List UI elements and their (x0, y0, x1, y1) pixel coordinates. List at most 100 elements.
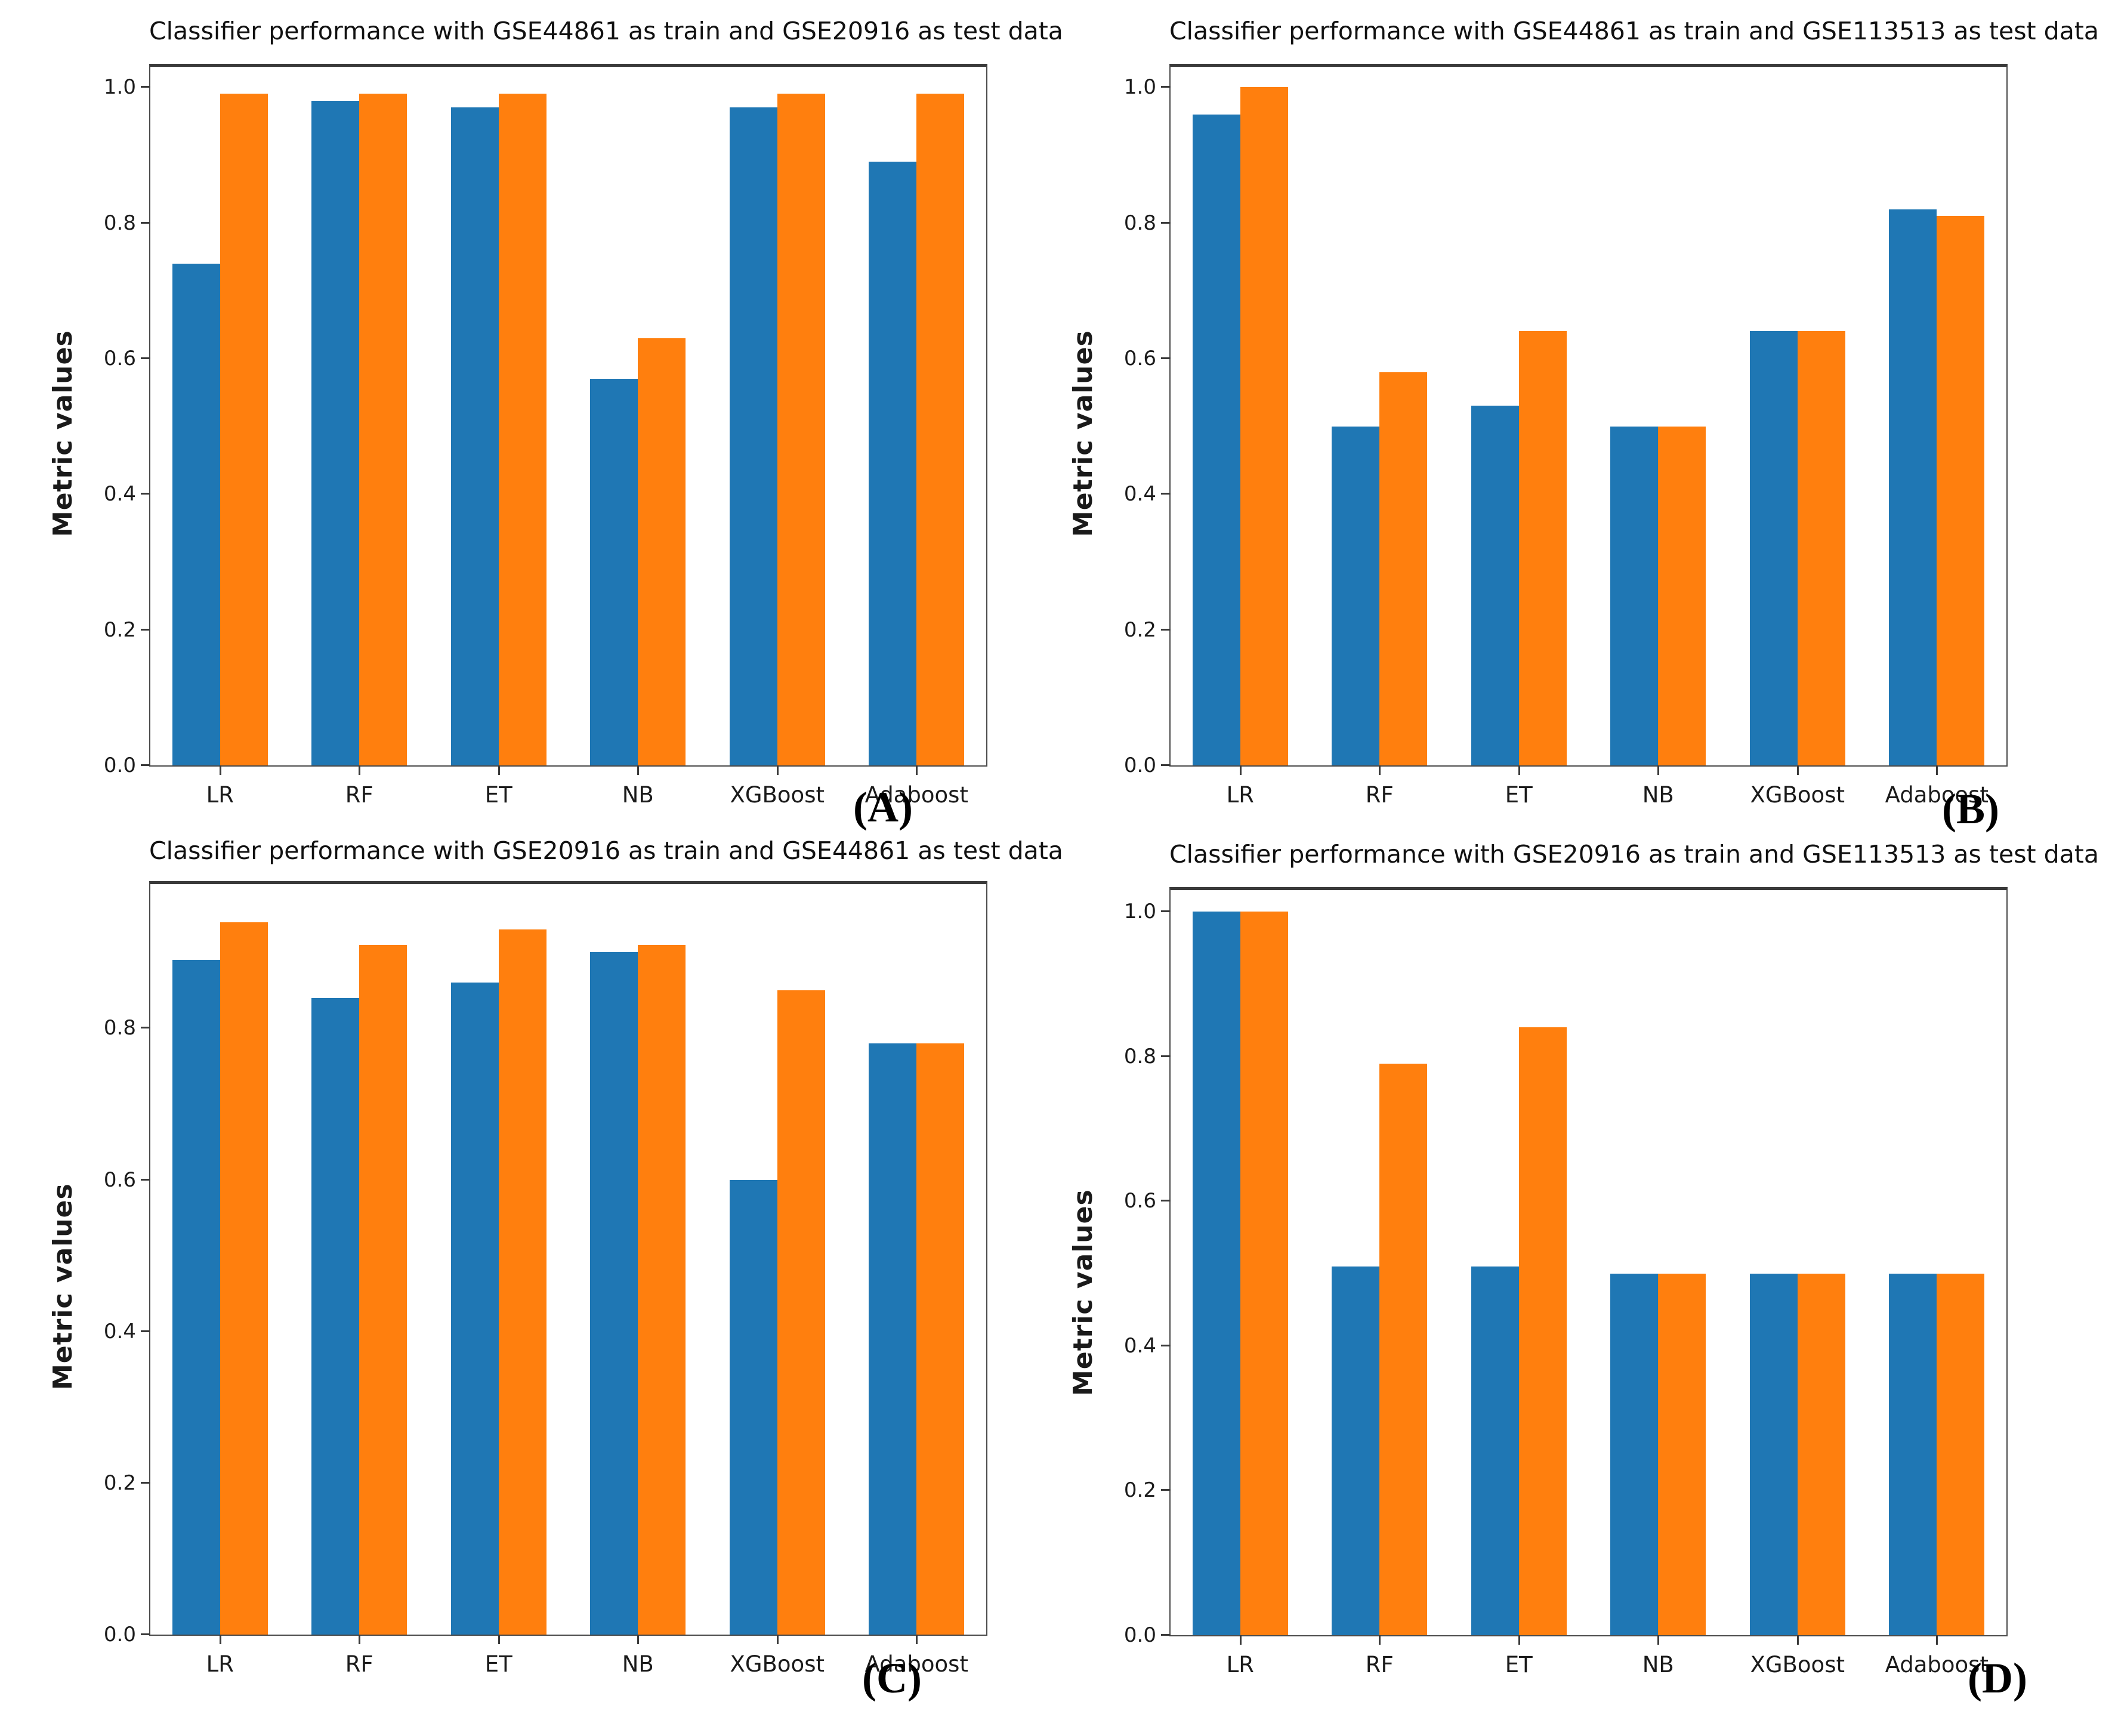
chart-c-x-tick-mark-RF (359, 1635, 361, 1644)
chart-d-y-tick-label-0.2: 0.2 (1123, 1478, 1156, 1503)
chart-b-bar-blue-NB (1610, 426, 1659, 765)
chart-b-x-tick-mark-RF (1379, 765, 1381, 775)
chart-d-x-tick-mark-NB (1657, 1635, 1660, 1645)
chart-b-bar-orange-LR (1240, 87, 1288, 765)
chart-d-y-axis-label: Metric values (1068, 1189, 1098, 1396)
chart-d-bar-blue-ET (1471, 1266, 1519, 1635)
chart-b-y-tick-label-0.4: 0.4 (1123, 482, 1156, 506)
chart-a-y-tick-mark-0.0 (141, 764, 150, 766)
chart-a-x-tick-mark-ET (498, 765, 500, 775)
chart-d-y-tick-mark-1.0 (1161, 910, 1171, 913)
chart-a-x-tick-label-LR: LR (206, 782, 234, 808)
chart-b-y-tick-mark-0.6 (1161, 357, 1171, 359)
chart-a-plot-area: 0.0 0.2 0.4 0.6 0.8 1.0 LR RF ET NB XGBoost Adaboos… (104, 64, 987, 808)
chart-d-bar-orange-Adaboost (1937, 1273, 1985, 1635)
chart-c-plot-area: 0.0 0.2 0.4 0.6 0.8 LR RF ET NB XGBoost Adaboost (104, 881, 987, 1677)
chart-b-y-tick-label-0.8: 0.8 (1123, 211, 1156, 235)
chart-a-x-tick-mark-NB (637, 765, 640, 775)
chart-c-y-tick-mark-0.0 (141, 1633, 150, 1635)
chart-c-y-tick-label-0.8: 0.8 (103, 1016, 136, 1040)
chart-a-bar-orange-Adaboost (916, 94, 965, 765)
chart-a-bar-blue-XGBoost (729, 107, 777, 765)
chart-d-title: Classifier performance with GSE20916 as … (1169, 840, 2099, 869)
chart-b-x-tick-label-NB: NB (1642, 782, 1674, 808)
chart-a-bar-blue-ET (450, 107, 499, 765)
panel-label-a: (A) (853, 783, 913, 831)
chart-a-title: Classifier performance with GSE44861 as … (149, 17, 1063, 45)
chart-d-y-tick-label-0.6: 0.6 (1123, 1189, 1156, 1213)
chart-b-bar-orange-NB (1658, 426, 1706, 765)
chart-c-y-tick-label-0.4: 0.4 (103, 1319, 136, 1343)
chart-c-bar-blue-ET (450, 983, 499, 1635)
chart-a-x-tick-mark-RF (359, 765, 361, 775)
chart-d-bar-blue-NB (1610, 1273, 1659, 1635)
chart-b-y-tick-mark-0.4 (1161, 493, 1171, 495)
chart-b-bar-blue-LR (1192, 114, 1240, 765)
chart-d-y-tick-mark-0.0 (1161, 1634, 1171, 1636)
chart-b-y-tick-mark-0.0 (1161, 764, 1171, 766)
chart-c-x-tick-label-Adaboost: Adaboost (864, 1651, 968, 1677)
chart-d-y-tick-mark-0.8 (1161, 1055, 1171, 1057)
chart-c-bar-orange-NB (638, 944, 686, 1635)
chart-c-x-tick-label-ET: ET (484, 1651, 512, 1677)
chart-c-y-tick-mark-0.2 (141, 1481, 150, 1484)
chart-a-y-tick-label-0.8: 0.8 (103, 211, 136, 235)
chart-c-x-tick-label-RF: RF (345, 1651, 373, 1677)
chart-d-x-tick-label-ET: ET (1505, 1652, 1533, 1678)
chart-d-x-tick-label-XGBoost: XGBoost (1750, 1652, 1845, 1678)
chart-c-y-tick-mark-0.6 (141, 1178, 150, 1181)
chart-b-x-tick-label-ET: ET (1505, 782, 1533, 808)
chart-d-x-tick-mark-ET (1518, 1635, 1520, 1645)
chart-a-y-tick-mark-0.8 (141, 221, 150, 224)
chart-a-x-tick-mark-Adaboost (916, 765, 918, 775)
chart-a-y-tick-mark-0.4 (141, 493, 150, 495)
chart-c-x-tick-label-LR: LR (206, 1651, 234, 1677)
chart-d-y-tick-mark-0.2 (1161, 1489, 1171, 1491)
chart-b-title: Classifier performance with GSE44861 as … (1169, 17, 2099, 45)
chart-d-bar-orange-XGBoost (1797, 1273, 1845, 1635)
chart-d-bar-blue-XGBoost (1749, 1273, 1798, 1635)
chart-d-x-tick-label-LR: LR (1226, 1652, 1254, 1678)
chart-a-y-tick-label-0.4: 0.4 (103, 482, 136, 506)
chart-c-bar-blue-Adaboost (869, 1043, 917, 1635)
chart-b-x-tick-label-LR: LR (1226, 782, 1254, 808)
chart-b-y-tick-label-0.0: 0.0 (1123, 753, 1156, 777)
chart-b-bar-orange-Adaboost (1937, 216, 1985, 765)
chart-c-x-tick-mark-Adaboost (916, 1635, 918, 1644)
chart-a-bar-orange-XGBoost (777, 94, 825, 765)
chart-c-x-tick-label-NB: NB (622, 1651, 654, 1677)
chart-c-y-tick-mark-0.4 (141, 1330, 150, 1332)
chart-b-bar-orange-XGBoost (1797, 331, 1845, 765)
chart-c-y-tick-label-0.2: 0.2 (103, 1471, 136, 1495)
chart-d-x-tick-mark-LR (1239, 1635, 1242, 1645)
chart-a-y-tick-label-1.0: 1.0 (103, 75, 136, 100)
chart-a-bar-orange-LR (220, 94, 268, 765)
chart-d-x-tick-label-RF: RF (1365, 1652, 1394, 1678)
chart-c-x-tick-mark-XGBoost (776, 1635, 779, 1644)
chart-a-x-tick-label-Adaboost: Adaboost (864, 782, 968, 808)
chart-d-bar-orange-RF (1379, 1064, 1428, 1635)
chart-c-bar-blue-LR (172, 960, 220, 1635)
chart-b-y-tick-label-0.6: 0.6 (1123, 346, 1156, 370)
chart-b-bar-orange-RF (1379, 372, 1428, 765)
chart-b-x-tick-label-RF: RF (1365, 782, 1394, 808)
chart-c-y-tick-label-0.0: 0.0 (103, 1623, 136, 1647)
chart-d-plot-area: 0.0 0.2 0.4 0.6 0.8 1.0 LR RF ET NB XGBoost Adaboos… (1124, 887, 2008, 1678)
chart-d-bar-blue-Adaboost (1889, 1273, 1937, 1635)
chart-b-bar-blue-RF (1332, 426, 1380, 765)
chart-b-bar-orange-ET (1518, 331, 1567, 765)
chart-c-x-tick-label-XGBoost: XGBoost (730, 1651, 825, 1677)
chart-a-y-tick-mark-0.2 (141, 628, 150, 631)
chart-a-bar-blue-Adaboost (869, 162, 917, 765)
chart-d-x-tick-mark-XGBoost (1796, 1635, 1799, 1645)
chart-b-y-tick-mark-0.2 (1161, 628, 1171, 631)
chart-c-bar-blue-XGBoost (729, 1179, 777, 1635)
chart-b-x-tick-mark-ET (1518, 765, 1520, 775)
chart-c-y-axis-label: Metric values (48, 1183, 78, 1390)
panel-label-c: (C) (862, 1654, 922, 1702)
chart-b-y-tick-label-0.2: 0.2 (1123, 617, 1156, 642)
chart-d-x-tick-mark-Adaboost (1936, 1635, 1938, 1645)
chart-c-title: Classifier performance with GSE20916 as … (149, 836, 1063, 865)
chart-c-bar-blue-RF (311, 997, 360, 1635)
chart-a-bar-blue-NB (590, 378, 638, 765)
